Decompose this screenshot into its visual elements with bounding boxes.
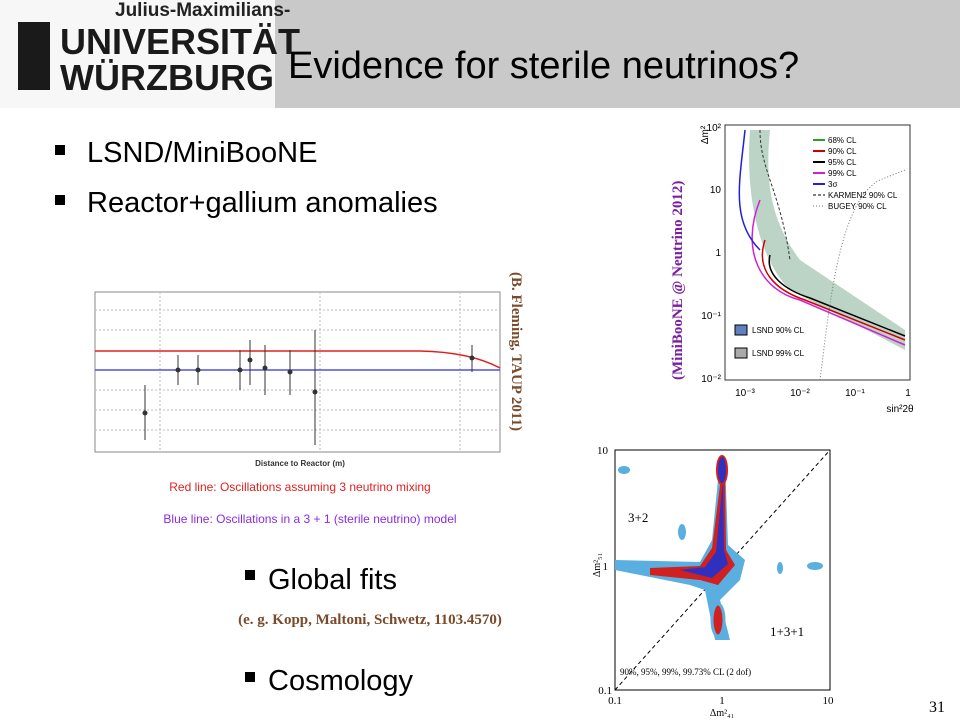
tick-label: 10⁻¹	[845, 388, 865, 399]
legend-label: LSND 99% CL	[752, 349, 805, 358]
bullet: Reactor+gallium anomalies	[87, 187, 438, 219]
contour-island	[678, 524, 686, 540]
contour-region	[615, 460, 745, 640]
bullet-mark	[55, 145, 65, 155]
lsnd-region	[749, 130, 905, 350]
bullet-mark	[245, 672, 255, 682]
plot-note: 90%, 95%, 99%, 99.73% CL (2 dof)	[620, 667, 751, 677]
tick-label: 1	[719, 695, 725, 707]
contour	[761, 239, 906, 341]
point	[262, 365, 268, 371]
plot-frame	[94, 291, 501, 453]
tick-label: 1	[603, 561, 609, 573]
slide-title: Evidence for sterile neutrinos?	[288, 45, 799, 87]
miniboone-figure: 68% CL 90% CL 95% CL 99% CL 3σ KARMEN2 9…	[700, 123, 914, 415]
citation: (MiniBooNE @ Neutrino 2012)	[670, 181, 686, 380]
contour-island	[716, 455, 728, 485]
citation: (e. g. Kopp, Maltoni, Schwetz, 1103.4570…	[238, 612, 502, 628]
logo-line: UNIVERSITÄT	[60, 21, 300, 62]
logo-mark	[18, 22, 50, 90]
axis-label: sin²2θ	[886, 404, 914, 415]
reactor-figure: Distance to Reactor (m) Red line: Oscill…	[94, 291, 501, 526]
legend-label: 99% CL	[828, 169, 857, 178]
karmen-curve	[759, 129, 791, 261]
tick-label: 0.1	[598, 685, 612, 697]
legend-swatch	[734, 324, 748, 336]
legend-label: KARMEN2 90% CL	[828, 191, 898, 200]
legend-label: BUGEY 90% CL	[828, 202, 887, 211]
point	[237, 367, 243, 373]
point	[287, 369, 293, 375]
bugey-curve	[819, 169, 906, 381]
tick-label: 10	[597, 445, 609, 457]
logo-line: WÜRZBURG	[60, 57, 274, 98]
point	[312, 389, 318, 395]
tick-label: 10⁻³	[735, 388, 755, 399]
axis-label: Δm²₄₁	[710, 708, 734, 719]
global-figure: 3+2 1+3+1 90%, 95%, 99%, 99.73% CL (2 do…	[592, 445, 834, 719]
red-line	[95, 350, 501, 369]
legend-label: 95% CL	[828, 158, 857, 167]
caption: Red line: Oscillations assuming 3 neutri…	[169, 480, 430, 494]
tick-label: 10²	[707, 123, 722, 134]
axis-label: Δm²	[700, 125, 711, 144]
tick-label: 1	[905, 388, 911, 399]
axis-label: Δm²₅₁	[592, 553, 603, 577]
contour-island	[777, 562, 783, 574]
legend-label: 90% CL	[828, 147, 857, 156]
tick-label: 10	[710, 185, 722, 196]
axis-label: Distance to Reactor (m)	[255, 459, 345, 468]
tick-label: 1	[715, 248, 721, 259]
bullet: Cosmology	[268, 665, 414, 697]
contour	[738, 129, 761, 251]
point	[247, 357, 253, 363]
contour-region	[680, 480, 728, 578]
logo-line: Julius-Maximilians-	[115, 0, 290, 21]
contour-island	[807, 562, 823, 570]
page-number: 31	[929, 699, 945, 716]
bullet: LSND/MiniBooNE	[87, 137, 317, 169]
point	[195, 367, 201, 373]
bullet-mark	[55, 195, 65, 205]
contour-island	[710, 602, 726, 638]
legend-swatch	[734, 347, 748, 359]
citation: (B. Fleming, TAUP 2011)	[508, 272, 524, 431]
point	[175, 367, 181, 373]
bullet-mark	[245, 570, 255, 580]
legend-label: LSND 90% CL	[752, 326, 805, 335]
tick-label: 0.1	[608, 695, 622, 707]
contour	[751, 199, 906, 346]
point	[142, 410, 148, 416]
tick-label: 10	[823, 695, 835, 707]
contour-island	[618, 466, 630, 474]
point	[469, 355, 475, 361]
tick-label: 10⁻¹	[701, 311, 721, 322]
legend-label: 3σ	[828, 180, 837, 189]
plot-label: 1+3+1	[770, 624, 804, 639]
bullet: Global fits	[268, 564, 397, 596]
contour	[768, 254, 906, 337]
plot-label: 3+2	[628, 510, 648, 525]
tick-label: 10⁻²	[701, 374, 721, 385]
legend-label: 68% CL	[828, 136, 857, 145]
tick-label: 10⁻²	[790, 388, 810, 399]
caption: Blue line: Oscillations in a 3 + 1 (ster…	[163, 512, 456, 526]
